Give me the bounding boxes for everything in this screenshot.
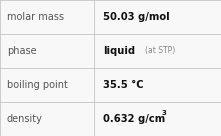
Text: 0.632 g/cm: 0.632 g/cm	[103, 114, 165, 124]
Text: density: density	[7, 114, 42, 124]
Text: boiling point: boiling point	[7, 80, 67, 90]
Text: (at STP): (at STP)	[145, 47, 175, 55]
Text: 35.5 °C: 35.5 °C	[103, 80, 143, 90]
Text: molar mass: molar mass	[7, 12, 64, 22]
Text: 3: 3	[161, 110, 166, 116]
Text: liquid: liquid	[103, 46, 135, 56]
Text: phase: phase	[7, 46, 36, 56]
Text: 50.03 g/mol: 50.03 g/mol	[103, 12, 169, 22]
